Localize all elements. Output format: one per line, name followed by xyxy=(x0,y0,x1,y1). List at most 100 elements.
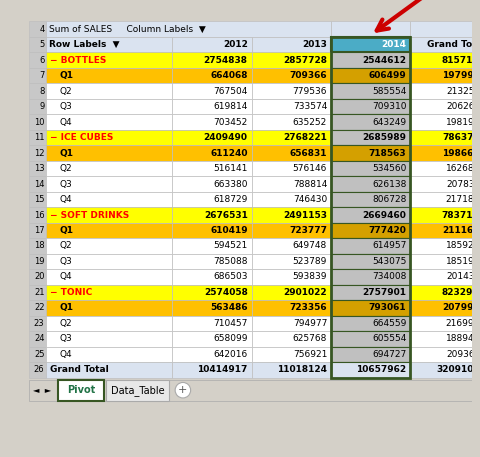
Bar xyxy=(410,347,480,362)
Bar xyxy=(172,161,252,176)
Text: 710457: 710457 xyxy=(214,319,248,328)
Bar xyxy=(331,362,410,377)
Text: − SOFT DRINKS: − SOFT DRINKS xyxy=(50,211,130,219)
Bar xyxy=(29,207,47,223)
Bar xyxy=(29,99,47,114)
Text: 663380: 663380 xyxy=(213,180,248,189)
Text: 709366: 709366 xyxy=(289,71,327,80)
Text: 694727: 694727 xyxy=(372,350,407,359)
Text: 2169993: 2169993 xyxy=(446,319,480,328)
Bar xyxy=(252,300,331,316)
Text: 516141: 516141 xyxy=(214,164,248,173)
Bar xyxy=(47,331,172,347)
Text: 563486: 563486 xyxy=(210,303,248,313)
Bar xyxy=(47,362,172,377)
Text: Q4: Q4 xyxy=(60,272,72,282)
Bar xyxy=(252,331,331,347)
Text: 25: 25 xyxy=(34,350,45,359)
Bar xyxy=(252,362,331,377)
Bar xyxy=(47,300,172,316)
Text: 664068: 664068 xyxy=(210,71,248,80)
Text: 718563: 718563 xyxy=(369,149,407,158)
Text: 785088: 785088 xyxy=(213,257,248,266)
Text: Grand Total: Grand Total xyxy=(50,366,109,374)
Text: 709310: 709310 xyxy=(372,102,407,111)
Text: 618729: 618729 xyxy=(214,195,248,204)
Bar xyxy=(29,300,47,316)
Text: Q4: Q4 xyxy=(60,195,72,204)
Text: 15: 15 xyxy=(34,195,45,204)
Bar xyxy=(47,192,172,207)
Text: 2669460: 2669460 xyxy=(362,211,407,219)
Text: 1626847: 1626847 xyxy=(446,164,480,173)
Bar xyxy=(331,37,410,377)
Bar xyxy=(410,21,480,37)
Bar xyxy=(47,68,172,83)
Bar xyxy=(172,176,252,192)
Bar xyxy=(410,83,480,99)
Bar xyxy=(172,223,252,238)
Text: 606499: 606499 xyxy=(369,71,407,80)
Text: 2013: 2013 xyxy=(302,40,327,49)
Bar xyxy=(331,300,410,316)
Bar xyxy=(172,130,252,145)
Bar xyxy=(410,161,480,176)
Bar xyxy=(410,207,480,223)
Bar xyxy=(29,347,47,362)
Text: 746430: 746430 xyxy=(293,195,327,204)
Bar xyxy=(410,331,480,347)
Bar xyxy=(252,238,331,254)
Bar xyxy=(252,145,331,161)
Bar xyxy=(47,161,172,176)
Bar xyxy=(29,53,47,68)
Bar xyxy=(47,176,172,192)
Text: 625768: 625768 xyxy=(293,335,327,343)
Text: 2757901: 2757901 xyxy=(362,288,407,297)
Text: 2062698: 2062698 xyxy=(446,102,480,111)
Text: 777420: 777420 xyxy=(369,226,407,235)
Text: − ICE CUBES: − ICE CUBES xyxy=(50,133,114,142)
Bar xyxy=(29,238,47,254)
Bar xyxy=(47,21,331,37)
Text: 610419: 610419 xyxy=(210,226,248,235)
Text: 2754838: 2754838 xyxy=(204,56,248,64)
Text: 2171887: 2171887 xyxy=(446,195,480,204)
Text: 24: 24 xyxy=(34,335,45,343)
Text: 2491153: 2491153 xyxy=(283,211,327,219)
Bar xyxy=(47,316,172,331)
Bar xyxy=(331,161,410,176)
Bar xyxy=(29,331,47,347)
Bar xyxy=(47,207,172,223)
Text: 793061: 793061 xyxy=(369,303,407,313)
Bar xyxy=(29,21,47,37)
Bar xyxy=(331,285,410,300)
Bar xyxy=(331,223,410,238)
Text: 543075: 543075 xyxy=(372,257,407,266)
Text: 703452: 703452 xyxy=(214,117,248,127)
Bar xyxy=(252,192,331,207)
Bar xyxy=(172,83,252,99)
Bar xyxy=(252,83,331,99)
Text: − BOTTLES: − BOTTLES xyxy=(50,56,107,64)
Text: 9: 9 xyxy=(39,102,45,111)
Bar xyxy=(172,145,252,161)
Bar xyxy=(410,300,480,316)
Bar xyxy=(172,238,252,254)
Bar xyxy=(29,269,47,285)
Text: 2111616: 2111616 xyxy=(442,226,480,235)
Bar xyxy=(29,130,47,145)
Text: 656831: 656831 xyxy=(289,149,327,158)
Bar xyxy=(331,176,410,192)
Text: 2014: 2014 xyxy=(382,40,407,49)
Bar xyxy=(29,285,47,300)
Text: 523789: 523789 xyxy=(293,257,327,266)
Text: 733574: 733574 xyxy=(293,102,327,111)
Text: 1979933: 1979933 xyxy=(442,71,480,80)
Text: 788814: 788814 xyxy=(293,180,327,189)
Text: 611240: 611240 xyxy=(210,149,248,158)
Bar xyxy=(252,254,331,269)
Text: 585554: 585554 xyxy=(372,86,407,96)
Text: 635252: 635252 xyxy=(293,117,327,127)
Text: 576146: 576146 xyxy=(293,164,327,173)
Text: 2079903: 2079903 xyxy=(442,303,480,313)
